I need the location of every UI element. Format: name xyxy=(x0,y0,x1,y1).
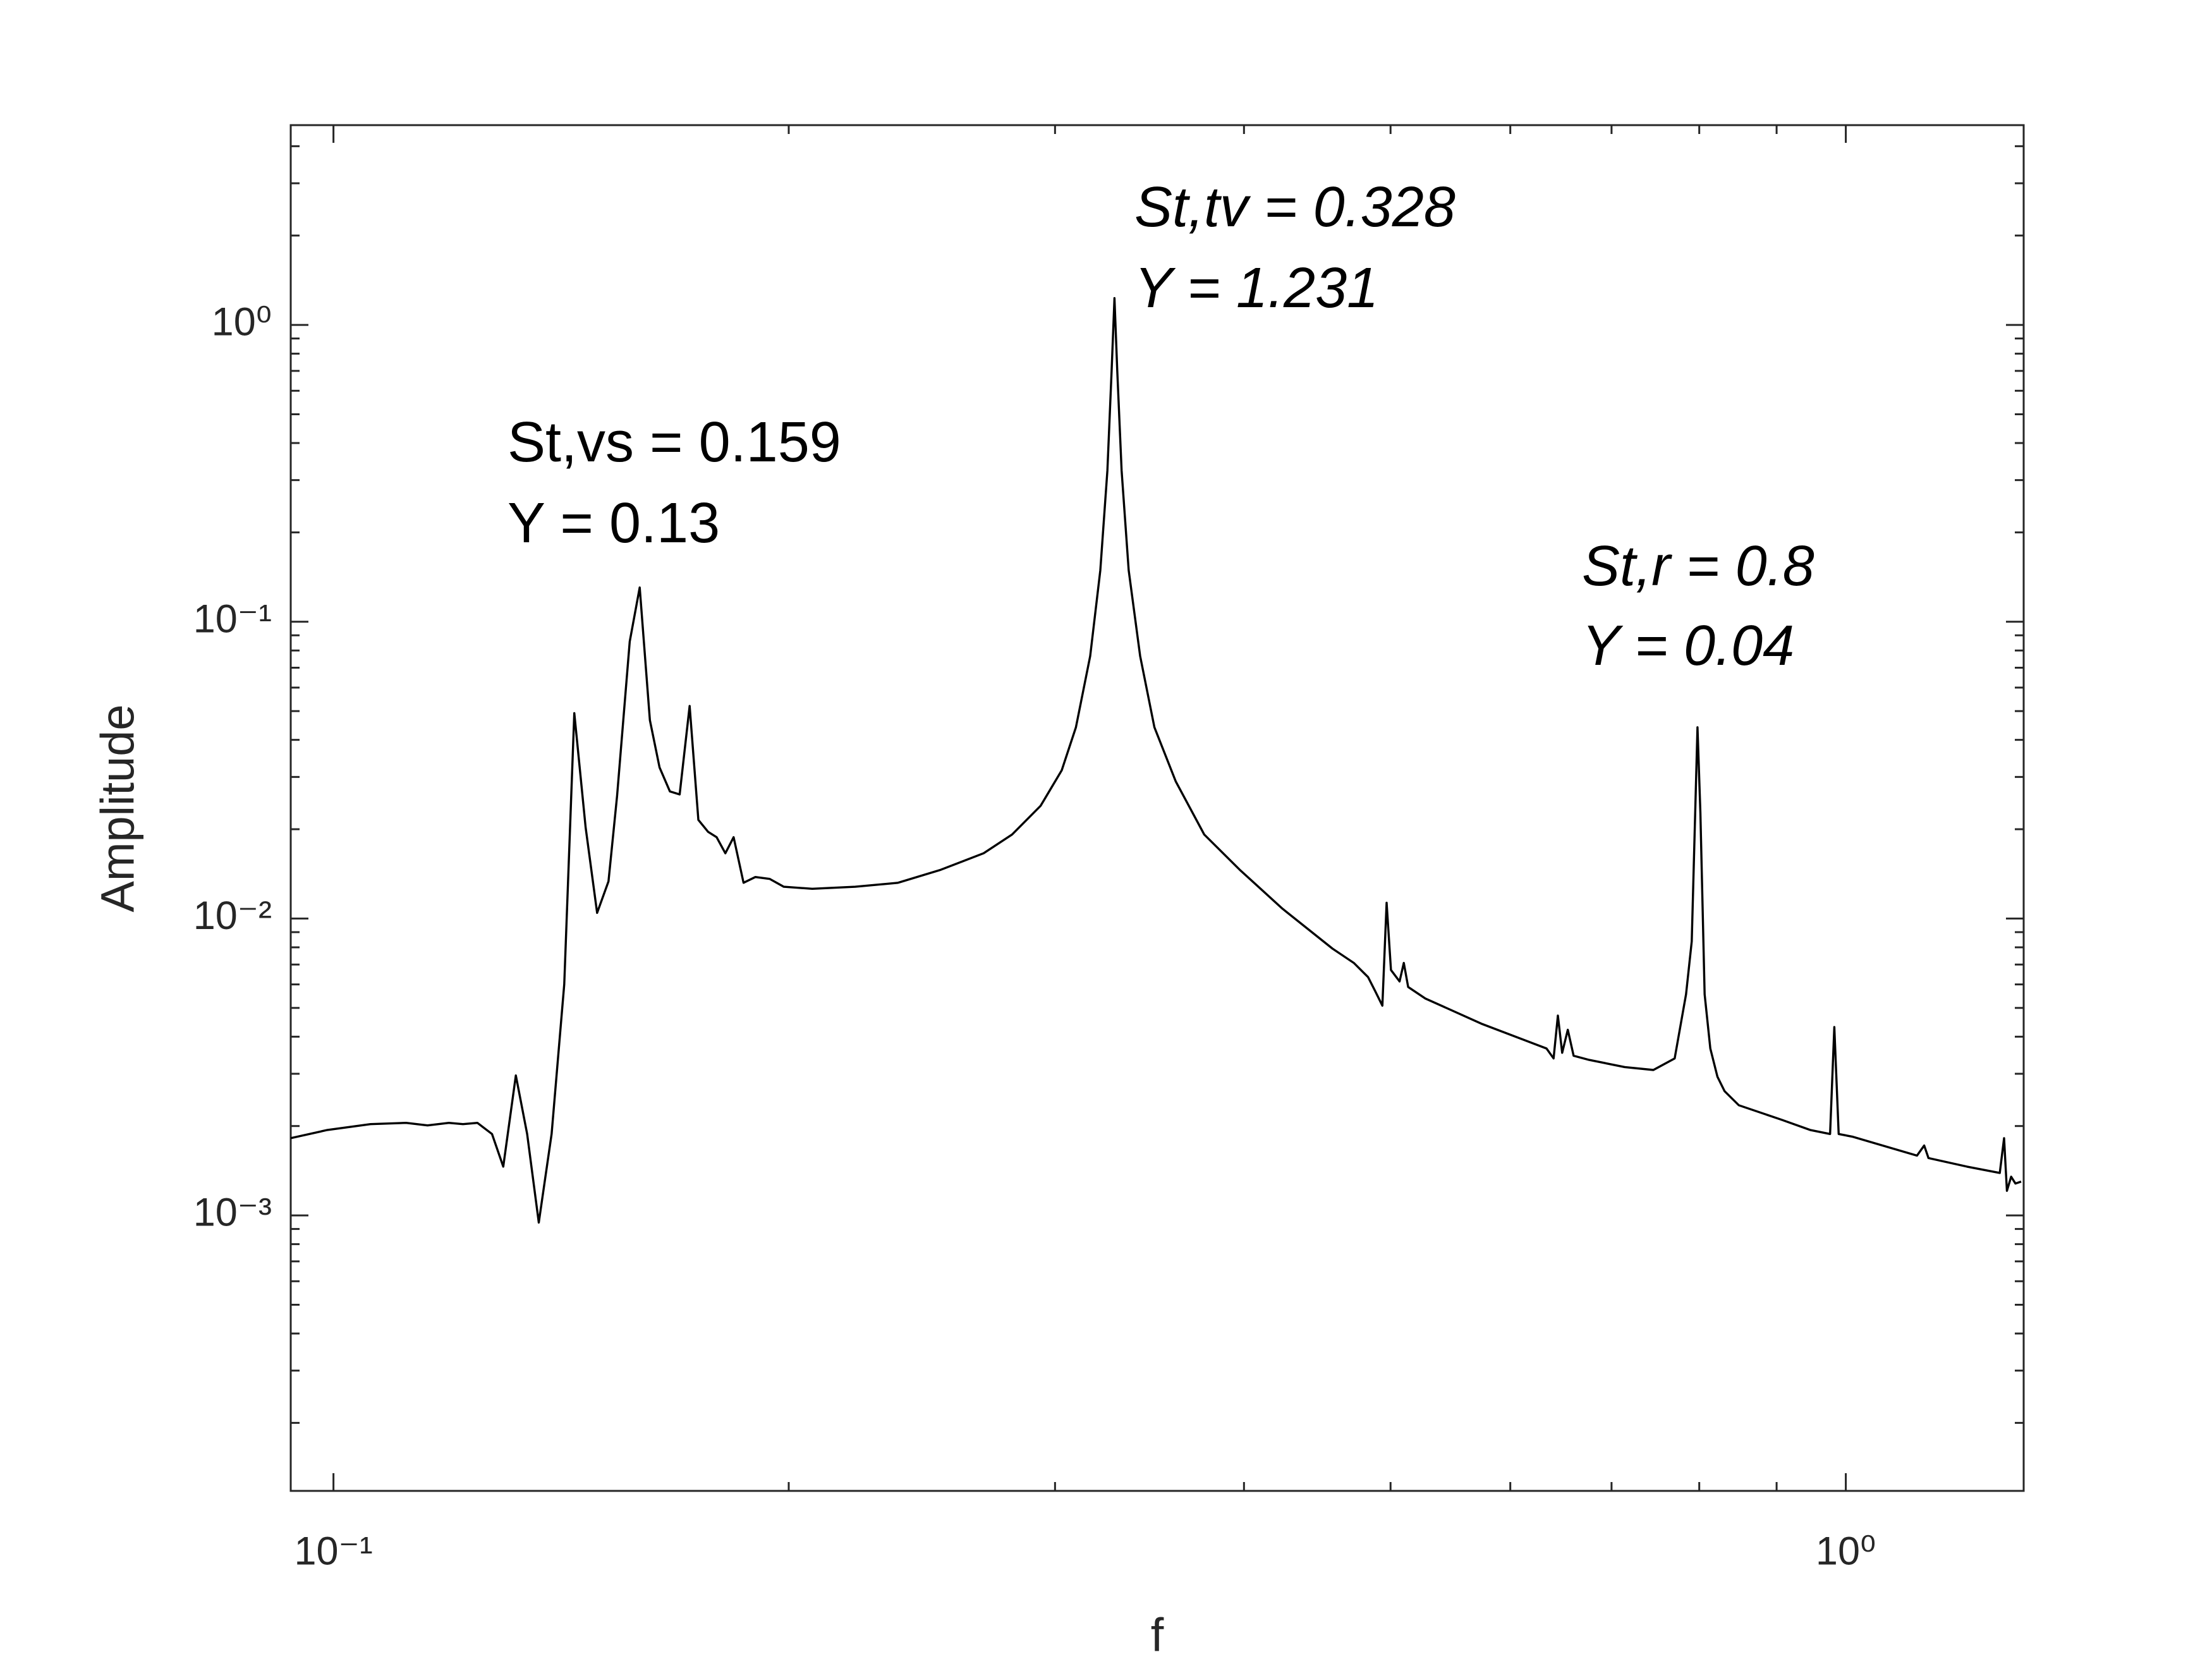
data-line xyxy=(290,297,2022,1224)
y-tick-label: 10⁻² xyxy=(193,894,272,938)
annotation: Y = 1.231 xyxy=(1134,257,1378,320)
annotation: St,vs = 0.159 xyxy=(507,411,841,474)
y-tick-label: 10⁰ xyxy=(212,300,272,344)
annotation: Y = 0.13 xyxy=(507,492,720,555)
annotation: Y = 0.04 xyxy=(1582,614,1794,678)
y-tick-label: 10⁻³ xyxy=(193,1191,272,1235)
annotation: St,r = 0.8 xyxy=(1582,535,1814,598)
annotation: St,tv = 0.328 xyxy=(1134,176,1455,239)
x-tick-label: 10⁰ xyxy=(1816,1529,1876,1574)
y-axis-label: Amplitude xyxy=(92,704,144,912)
plot-frame xyxy=(289,124,2025,1492)
y-tick-label: 10⁻¹ xyxy=(193,597,272,641)
x-tick-label: 10⁻¹ xyxy=(294,1529,372,1574)
x-axis-label: f xyxy=(1151,1609,1164,1659)
